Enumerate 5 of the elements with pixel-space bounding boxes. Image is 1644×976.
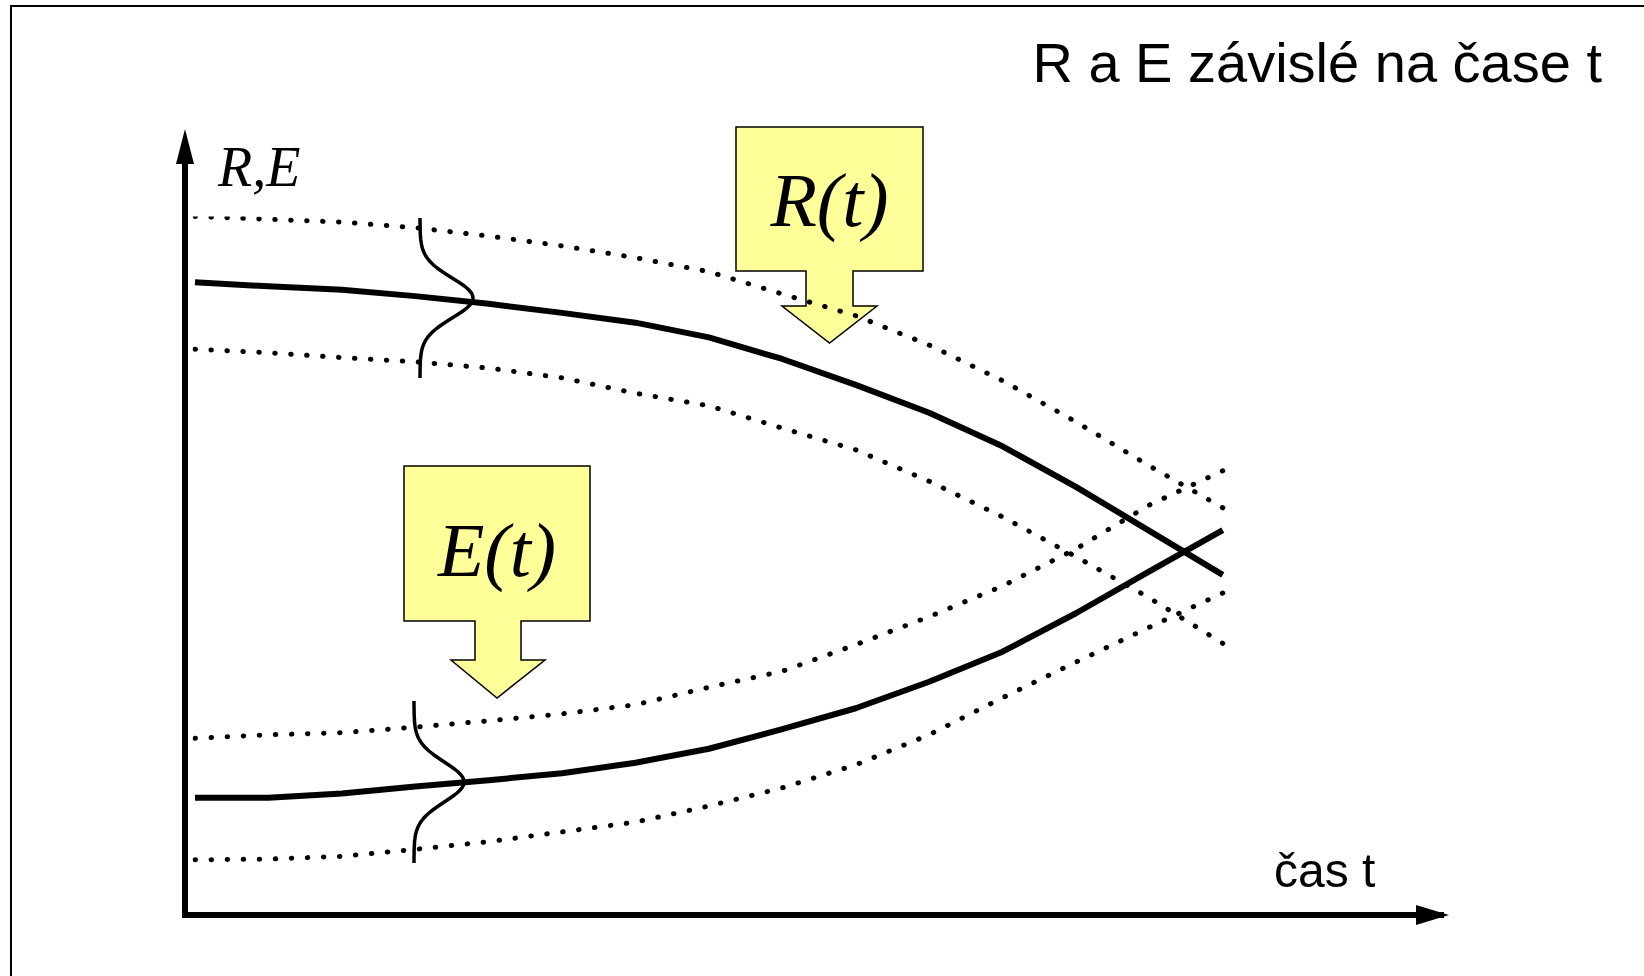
y-axis-title: R,E [218,136,301,198]
series-label: R(t) [769,158,890,242]
chart-title: R a E závislé na čase t [1032,31,1602,94]
text: E(t) [436,508,558,592]
x-axis-title: čas t [1274,844,1376,897]
